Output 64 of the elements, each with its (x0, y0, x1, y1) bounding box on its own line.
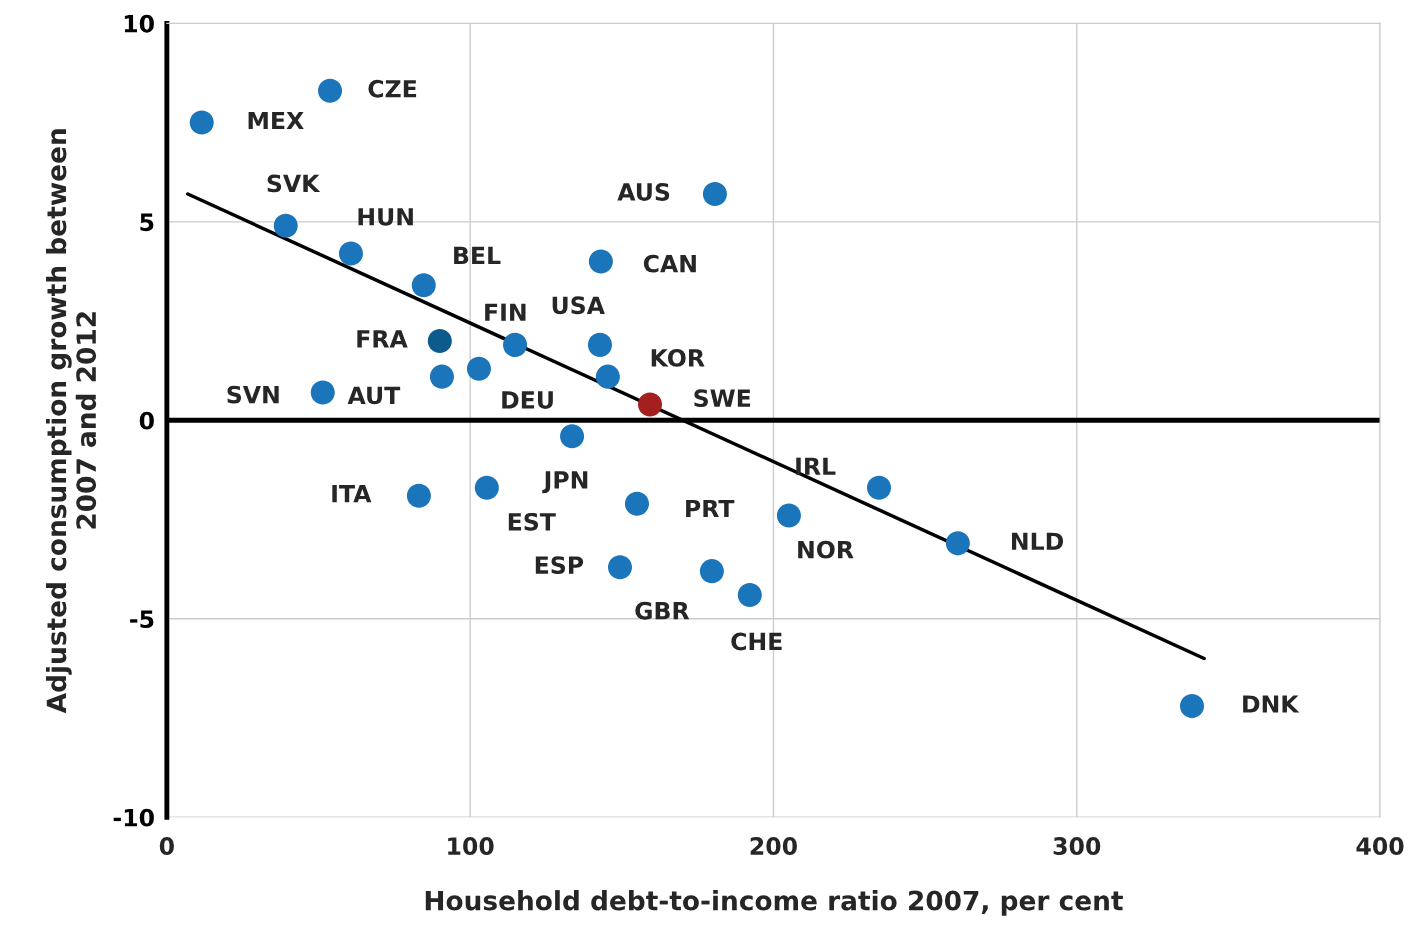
point (474, 475, 499, 500)
x-axis-title: Household debt-to-income ratio 2007, per cent (425, 890, 1123, 916)
annotation: FIN (485, 303, 526, 321)
annotation: USA (552, 296, 605, 315)
annotation: AUS (617, 183, 670, 201)
annotation: KOR (651, 348, 705, 367)
y-tick-label: -10 (113, 808, 154, 827)
point (429, 364, 454, 389)
point (273, 213, 298, 238)
x-tick-label: 300 (1053, 837, 1101, 855)
annotation: PRT (686, 499, 735, 518)
x-tick-label: 100 (448, 837, 494, 855)
point (411, 273, 436, 298)
annotation: ESP (535, 556, 584, 575)
x-tick-label: 400 (1356, 837, 1404, 855)
point (595, 364, 620, 389)
y-tick-label: 5 (140, 213, 154, 232)
point (503, 332, 528, 357)
annotation: MEX (248, 111, 304, 130)
point (406, 483, 431, 508)
point (587, 332, 612, 357)
annotation: CHE (731, 632, 782, 651)
point (702, 182, 727, 207)
point (866, 475, 892, 500)
point (945, 531, 970, 556)
y-tick-label: -5 (130, 610, 154, 629)
annotation: IRL (796, 457, 836, 475)
point (737, 582, 762, 607)
point (624, 491, 649, 516)
annotation: DEU (502, 391, 553, 409)
point (189, 110, 214, 135)
annotation: DNK (1243, 695, 1300, 713)
y-tick-label: 0 (139, 411, 154, 430)
x-tick-label: 0 (159, 837, 174, 855)
point (776, 503, 801, 528)
point (1179, 694, 1205, 719)
annotation: FRA (357, 330, 408, 348)
annotation: CAN (643, 254, 696, 273)
annotation: SVN (227, 385, 279, 404)
annotation: BEL (454, 246, 501, 265)
point (637, 392, 663, 417)
y-axis-title: Adjusted consumption growth between 2007 and 2012 (45, 129, 97, 714)
annotation: NLD (1012, 532, 1063, 550)
annotation: ITA (332, 485, 372, 503)
point (699, 559, 724, 584)
point (318, 78, 343, 103)
point (338, 241, 363, 266)
annotation: CZE (368, 79, 417, 98)
annotation: GBR (635, 601, 690, 620)
annotation: JPN (542, 471, 588, 494)
point (560, 424, 585, 449)
x-tick-label: 200 (750, 837, 797, 855)
point (588, 249, 613, 274)
point (427, 328, 452, 353)
annotation: EST (508, 512, 556, 531)
annotation: SWE (694, 389, 751, 408)
annotation: SVK (267, 174, 321, 193)
point (310, 380, 335, 405)
annotation: AUT (347, 386, 401, 405)
point (607, 555, 633, 580)
y-tick-label: 10 (124, 14, 154, 33)
annotation: HUN (358, 208, 413, 226)
annotation: NOR (798, 540, 854, 559)
point (466, 356, 491, 381)
